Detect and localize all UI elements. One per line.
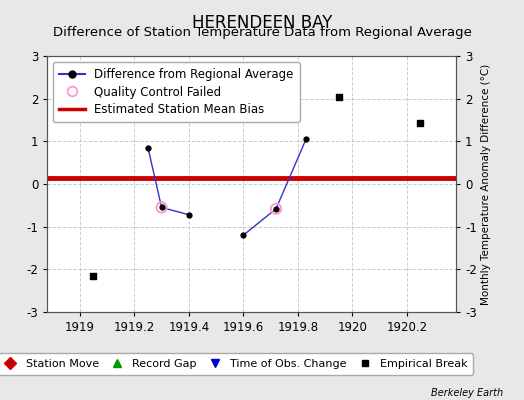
Point [272,206,280,212]
Point [416,120,424,127]
Y-axis label: Monthly Temperature Anomaly Difference (°C): Monthly Temperature Anomaly Difference (… [481,63,491,305]
Point [89,272,97,279]
Legend: Difference from Regional Average, Quality Control Failed, Estimated Station Mean: Difference from Regional Average, Qualit… [53,62,300,122]
Text: Berkeley Earth: Berkeley Earth [431,388,503,398]
Text: Difference of Station Temperature Data from Regional Average: Difference of Station Temperature Data f… [52,26,472,39]
Point [157,204,166,211]
Text: HERENDEEN BAY: HERENDEEN BAY [192,14,332,32]
Legend: Station Move, Record Gap, Time of Obs. Change, Empirical Break: Station Move, Record Gap, Time of Obs. C… [0,354,473,374]
Point [334,93,343,100]
